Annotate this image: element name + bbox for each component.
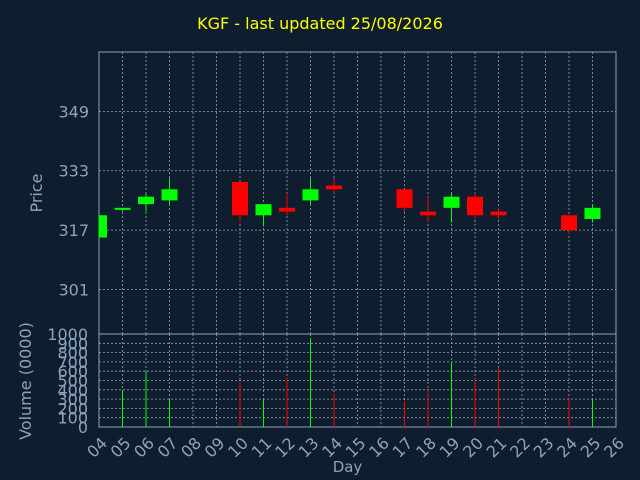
chart-title: KGF - last updated 25/08/2026 xyxy=(197,14,443,33)
volume-tick-label: 1000 xyxy=(47,325,88,344)
candle-body xyxy=(443,196,460,208)
x-tick-label: 26 xyxy=(600,434,628,462)
price-tick-label: 317 xyxy=(58,221,89,240)
volume-tick-label: 800 xyxy=(57,344,88,363)
volume-tick-label: 300 xyxy=(57,390,88,409)
volume-tick-label: 400 xyxy=(57,381,88,400)
volume-tick-label: 200 xyxy=(57,399,88,418)
volume-tick-label: 600 xyxy=(57,362,88,381)
candle-body xyxy=(420,211,436,216)
candle-body xyxy=(161,189,178,201)
price-tick-label: 349 xyxy=(58,102,89,121)
volume-tick-label: 0 xyxy=(78,418,88,437)
price-tick-label: 333 xyxy=(58,162,89,181)
candle-body xyxy=(467,196,483,216)
x-axis-label: Day xyxy=(333,458,363,476)
candle-body xyxy=(99,215,107,238)
volume-tick-label: 700 xyxy=(57,353,88,372)
volume-tick-label: 100 xyxy=(57,409,88,428)
candle-body xyxy=(490,211,507,216)
candle-body xyxy=(561,215,577,231)
candle-body xyxy=(396,189,413,208)
volume-tick-label: 900 xyxy=(57,334,88,353)
candle-body xyxy=(279,207,295,212)
price-axis-label: Price xyxy=(27,173,46,212)
price-tick-label: 301 xyxy=(58,280,89,299)
candle-body xyxy=(138,196,154,205)
candle-body xyxy=(232,181,248,216)
candle-body xyxy=(584,207,601,219)
candle-body xyxy=(114,207,131,210)
candle-body xyxy=(302,189,319,201)
volume-axis-label: Volume (0000) xyxy=(16,322,35,440)
candle-body xyxy=(255,204,272,216)
candle-body xyxy=(326,185,342,190)
volume-tick-label: 500 xyxy=(57,372,88,391)
